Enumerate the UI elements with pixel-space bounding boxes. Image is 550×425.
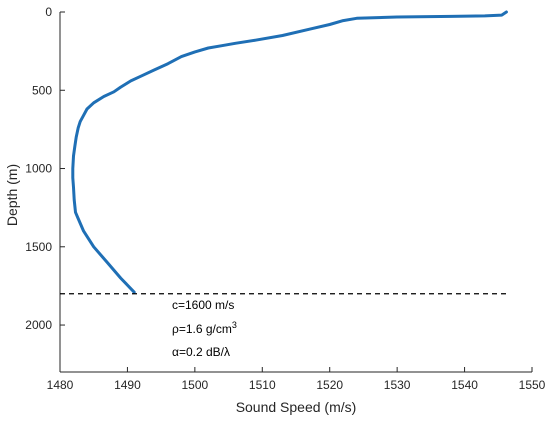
annotation-density-superscript: 3	[232, 320, 237, 330]
y-tick-label: 500	[32, 83, 52, 97]
sound-speed-curve	[71, 10, 508, 294]
y-tick-label: 2000	[25, 318, 52, 332]
x-tick-label: 1480	[47, 378, 74, 392]
x-tick-label: 1490	[114, 378, 141, 392]
x-tick-label: 1550	[519, 378, 546, 392]
x-tick-label: 1500	[182, 378, 209, 392]
x-axis-ticks: 1480 1490 1500 1510 1520 1530 1540 1550	[47, 367, 546, 392]
annotation-attenuation: α=0.2 dB/λ	[172, 345, 230, 359]
x-axis-title: Sound Speed (m/s)	[236, 399, 357, 415]
x-tick-label: 1510	[249, 378, 276, 392]
x-tick-label: 1540	[451, 378, 478, 392]
y-axis-ticks: 0 500 1000 1500 2000	[25, 5, 65, 332]
y-axis-title: Depth (m)	[4, 164, 20, 226]
x-tick-label: 1520	[316, 378, 343, 392]
y-tick-label: 0	[45, 5, 52, 19]
y-tick-label: 1500	[25, 240, 52, 254]
annotation-sound-speed: c=1600 m/s	[172, 298, 234, 312]
annotation-density: ρ=1.6 g/cm3	[172, 320, 237, 336]
y-tick-label: 1000	[25, 162, 52, 176]
x-tick-label: 1530	[384, 378, 411, 392]
